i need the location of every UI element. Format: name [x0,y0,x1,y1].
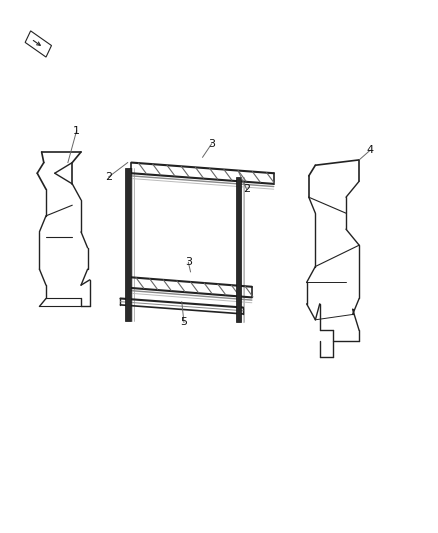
Text: 5: 5 [180,318,187,327]
Polygon shape [236,177,241,322]
Text: 2: 2 [105,172,112,182]
Text: 3: 3 [208,139,215,149]
Text: 2: 2 [243,184,250,194]
Text: 3: 3 [185,257,192,267]
Text: 4: 4 [367,146,374,155]
Polygon shape [125,168,131,321]
Text: 1: 1 [73,126,80,135]
